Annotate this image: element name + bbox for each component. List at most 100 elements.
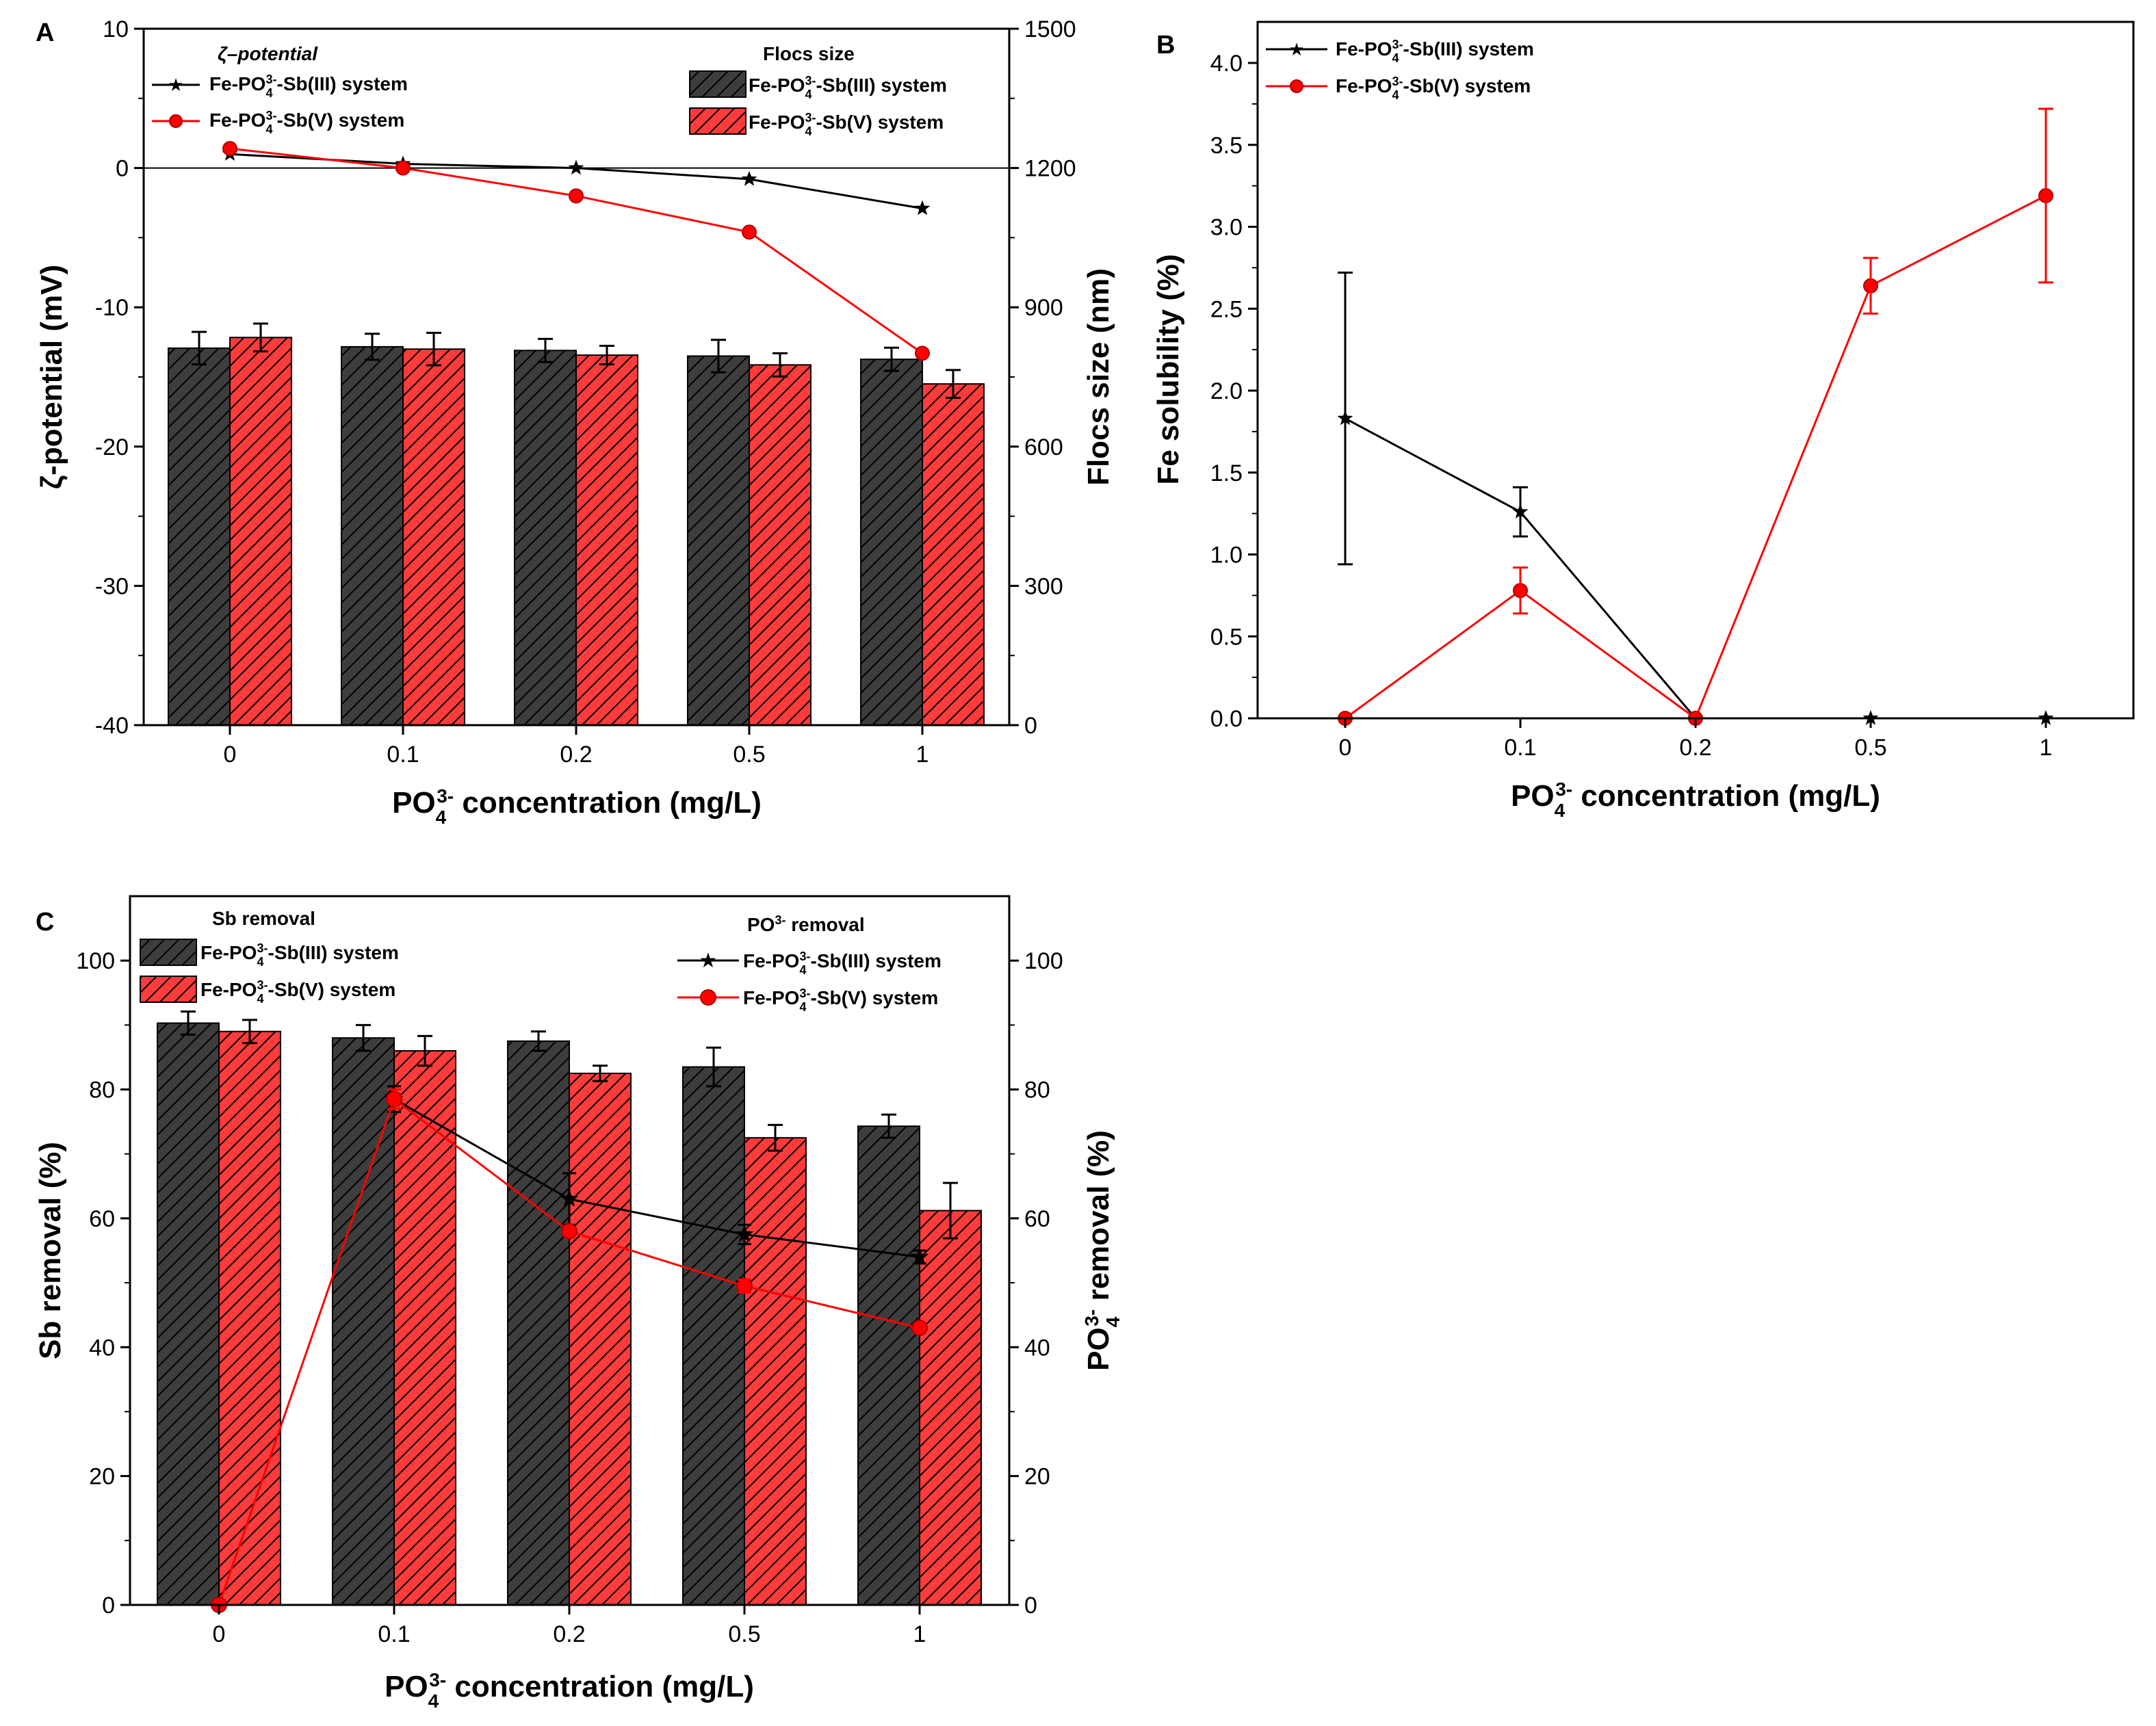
legend-label: Fe-PO43--Sb(III) system [743, 950, 941, 977]
bar [157, 1022, 220, 1606]
legend-right-title: PO3- removal [747, 913, 865, 935]
y-tick-label: 0 [116, 156, 129, 182]
y-tick-label: 0.0 [1210, 706, 1243, 732]
y-tick-label: 0.5 [1210, 624, 1243, 650]
y-tick-label: 60 [1024, 1206, 1050, 1232]
y-tick-label: 4.0 [1210, 51, 1243, 77]
y-tick-label: 900 [1024, 295, 1063, 321]
data-point-star [914, 200, 931, 215]
bar [575, 354, 638, 726]
x-tick-label: 1 [913, 1621, 926, 1647]
y-tick-label: 100 [1024, 948, 1063, 974]
data-point-circle [569, 188, 584, 204]
series-line [1345, 194, 2047, 720]
legend-left-title: ζ–potential [218, 43, 318, 64]
legend-label: Fe-PO43--Sb(V) system [743, 986, 938, 1014]
axes-group: 100 80 60 40 20 0 100 80 60 40 20 0 0 0.1 0.2 0.5 1 [76, 948, 1063, 1647]
y-axis-left-label: Sb removal (%) [34, 1142, 67, 1359]
bar [393, 1050, 456, 1606]
panel-b: B 4.0 3.5 3.0 2.5 2.0 1.5 1.0 0.5 0.0 0 0.1 0.2 0.5 1… [1152, 21, 2135, 821]
x-tick-label: 0.5 [1854, 735, 1886, 761]
legend-item-zeta-v: Fe-PO43--Sb(V) system [152, 109, 404, 136]
y-tick-label: 100 [76, 948, 115, 974]
bar [857, 1125, 920, 1606]
legend-star-marker: ★ [168, 75, 183, 95]
legend-item-po4-iii: ★ Fe-PO43--Sb(III) system [677, 950, 941, 977]
y-tick-label: 1500 [1024, 16, 1076, 42]
x-tick-label: 1 [916, 742, 929, 768]
x-axis-label: PO43- concentration (mg/L) [1511, 779, 1880, 821]
legend-left-title: Sb removal [212, 908, 315, 929]
y-tick-label: 1.0 [1210, 542, 1243, 568]
y-tick-label: 80 [89, 1077, 115, 1103]
legend-item-po4-v: Fe-PO43--Sb(V) system [677, 986, 938, 1014]
y-axis-left-label: Fe solubility (%) [1152, 254, 1185, 484]
legend-item-sb-v: Fe-PO43--Sb(V) system [140, 976, 395, 1006]
y-tick-label: -10 [95, 295, 129, 321]
panel-letter: C [36, 908, 54, 937]
bar [682, 1066, 745, 1606]
panel-letter: B [1156, 31, 1175, 60]
legend-item-zeta-iii: ★ Fe-PO43--Sb(III) system [152, 73, 408, 100]
y-tick-label: 1200 [1024, 156, 1076, 182]
y-tick-label: 3.5 [1210, 133, 1243, 159]
legend-label: Fe-PO43--Sb(III) system [209, 73, 408, 100]
legend-item-sb-iii: Fe-PO43--Sb(III) system [140, 939, 399, 969]
series-line [393, 1098, 920, 1258]
legend-label: Fe-PO43--Sb(V) system [1336, 75, 1531, 102]
x-axis-label: PO43- concentration (mg/L) [385, 1669, 754, 1712]
x-tick-label: 0.2 [1679, 735, 1711, 761]
data-point-circle [561, 1222, 577, 1240]
bar [514, 350, 577, 726]
axes-group: 10 0 -10 -20 -30 -40 1500 1200 900 600 300 0 0 0.1 0.2… [95, 16, 1076, 768]
y-axis-right-label: Flocs size (nm) [1082, 268, 1115, 486]
x-tick-label: 0.1 [387, 742, 419, 768]
bar [341, 345, 404, 726]
data-point-star [741, 170, 757, 186]
legend-right-title: Flocs size [763, 43, 855, 64]
y-tick-label: 2.0 [1210, 378, 1243, 404]
bars-group [157, 1010, 982, 1606]
bar [922, 383, 985, 726]
y-axis-left-label: ζ-potential (mV) [35, 265, 68, 489]
y-tick-label: 80 [1024, 1077, 1050, 1103]
legend-star-marker: ★ [699, 950, 718, 972]
legend-label: Fe-PO43--Sb(III) system [749, 74, 947, 101]
y-tick-label: 600 [1024, 434, 1063, 460]
y-tick-label: 2.5 [1210, 296, 1243, 322]
legend-item-floc-v: Fe-PO43--Sb(V) system [689, 107, 944, 138]
bar [744, 1137, 807, 1606]
x-tick-label: 0.2 [560, 742, 592, 768]
legend-item-v: Fe-PO43--Sb(V) system [1266, 75, 1531, 102]
x-tick-label: 0.2 [553, 1621, 585, 1647]
bar [229, 337, 292, 726]
legend-label: Fe-PO43--Sb(V) system [749, 111, 944, 138]
x-tick-label: 0.1 [1504, 735, 1536, 761]
y-tick-label: -30 [95, 573, 129, 599]
legend-label: Fe-PO43--Sb(V) system [200, 978, 395, 1006]
x-tick-label: 0 [213, 1621, 226, 1647]
y-tick-label: 10 [103, 16, 129, 42]
bar [687, 355, 750, 726]
y-tick-label: 3.0 [1210, 215, 1243, 241]
panel-letter: A [36, 18, 54, 47]
data-point-circle [395, 160, 411, 176]
data-point-circle [911, 1320, 928, 1337]
panel-c: C 100 80 60 40 20 0 100 80 60 40 20 0 0 0.1 0.2 0.5 1 PO… [34, 895, 1124, 1712]
y-tick-label: 40 [1024, 1335, 1050, 1361]
legend-star-marker: ★ [1288, 39, 1304, 60]
x-tick-label: 1 [2040, 735, 2053, 761]
legend-label: Fe-PO43--Sb(III) system [200, 941, 399, 969]
y-tick-label: -20 [95, 434, 129, 460]
legend-label: Fe-PO43--Sb(V) system [209, 109, 404, 136]
y-tick-label: 60 [89, 1206, 115, 1232]
y-axis-right-label: PO43- removal (%) [1081, 1130, 1124, 1371]
x-tick-label: 0 [224, 742, 237, 768]
bars-group [168, 322, 985, 726]
bar [860, 358, 923, 726]
bar [402, 348, 465, 726]
bar [569, 1073, 632, 1606]
y-tick-label: 40 [89, 1335, 115, 1361]
y-tick-label: 20 [1024, 1464, 1050, 1490]
